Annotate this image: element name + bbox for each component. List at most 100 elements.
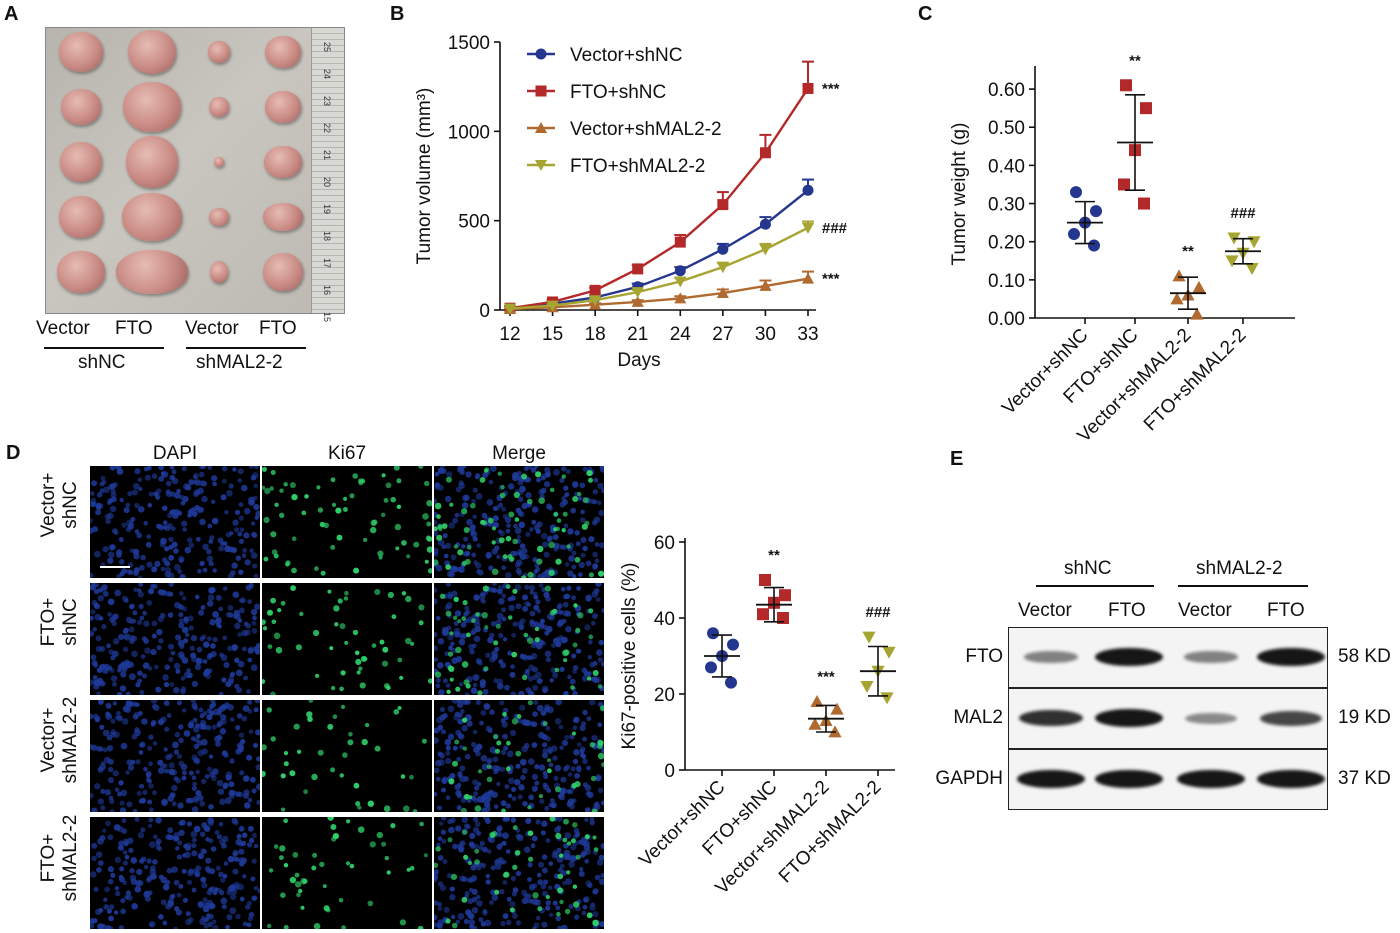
ki67-nucleus [542, 721, 548, 726]
nucleus [156, 645, 162, 651]
data-point [705, 661, 717, 674]
nucleus [464, 550, 470, 557]
nucleus [255, 510, 260, 518]
nucleus [558, 637, 565, 644]
nucleus [593, 802, 599, 808]
nucleus [463, 611, 469, 617]
nucleus [182, 495, 189, 503]
nucleus [597, 722, 602, 727]
nucleus [140, 827, 146, 833]
nucleus [574, 530, 580, 536]
ki67-nucleus [386, 685, 391, 691]
nucleus [132, 701, 138, 707]
nucleus [163, 520, 168, 525]
nucleus [242, 646, 247, 652]
ki67-nucleus [346, 819, 351, 824]
nucleus [115, 466, 122, 470]
nucleus [250, 552, 258, 559]
nucleus [256, 799, 260, 806]
nucleus [149, 921, 156, 928]
nucleus [208, 539, 214, 544]
nucleus [125, 770, 130, 775]
nucleus [501, 840, 507, 846]
nucleus [201, 882, 208, 889]
nucleus [197, 487, 204, 495]
nucleus [207, 921, 214, 928]
nucleus [599, 466, 604, 470]
ki67-nucleus [555, 558, 562, 565]
nucleus [532, 684, 539, 691]
nucleus [512, 475, 519, 482]
nucleus [563, 523, 569, 529]
ki67-nucleus [349, 493, 355, 499]
ki67-nucleus [377, 550, 384, 557]
nucleus [443, 553, 449, 559]
nucleus [446, 471, 453, 478]
nucleus [445, 583, 451, 587]
nucleus [239, 527, 245, 532]
nucleus [516, 534, 521, 540]
tumor-specimen [264, 146, 302, 178]
nucleus [105, 702, 112, 709]
ki67-nucleus [586, 676, 592, 681]
ki67-nucleus [317, 749, 324, 756]
nucleus [232, 519, 239, 526]
nucleus [527, 758, 535, 765]
data-point [716, 286, 729, 298]
nucleus [557, 867, 563, 873]
nucleus [244, 508, 251, 515]
nucleus [454, 631, 460, 637]
ki67-nucleus [493, 640, 499, 646]
nucleus [533, 466, 539, 469]
nucleus [573, 828, 580, 834]
nucleus [511, 786, 517, 792]
nucleus [555, 905, 561, 911]
nucleus [447, 733, 455, 741]
ki67-nucleus [362, 656, 368, 662]
ki67-nucleus [371, 519, 378, 526]
nucleus [215, 741, 221, 747]
data-point [830, 702, 844, 715]
nucleus [434, 869, 439, 876]
ki67-nucleus [369, 841, 376, 848]
nucleus [169, 474, 176, 481]
nucleus [163, 700, 170, 706]
ki67-nucleus [592, 670, 599, 676]
nucleus [114, 856, 122, 863]
ki67-nucleus [262, 679, 266, 684]
ki67-nucleus [344, 640, 349, 645]
nucleus [434, 727, 440, 734]
nucleus [152, 741, 158, 746]
tumor-specimen [59, 32, 103, 72]
nucleus [592, 613, 598, 619]
ki67-nucleus [507, 615, 513, 620]
ki67-nucleus [292, 852, 299, 858]
image-row-label: Vector+ shNC [38, 472, 81, 538]
nucleus [227, 645, 233, 652]
ki67-nucleus [527, 571, 534, 578]
nucleus [599, 878, 604, 885]
nucleus [206, 708, 213, 714]
ki67-nucleus [374, 588, 381, 596]
nucleus [207, 466, 213, 470]
nucleus [210, 700, 216, 704]
tumor-specimen [263, 203, 303, 231]
ki67-nucleus [348, 731, 353, 737]
nucleus [483, 817, 490, 821]
nucleus [489, 587, 496, 593]
nucleus [109, 466, 116, 471]
ki67-nucleus [325, 907, 331, 913]
nucleus [236, 743, 242, 748]
nucleus [548, 762, 554, 768]
nucleus [560, 776, 567, 783]
nucleus [195, 536, 201, 542]
nucleus [517, 548, 523, 554]
nucleus [541, 752, 549, 759]
nucleus [543, 481, 551, 488]
nucleus [239, 770, 245, 776]
nucleus [226, 914, 233, 921]
data-point [707, 627, 719, 640]
nucleus [501, 565, 507, 571]
data-point [1138, 197, 1150, 210]
nucleus [191, 850, 198, 857]
